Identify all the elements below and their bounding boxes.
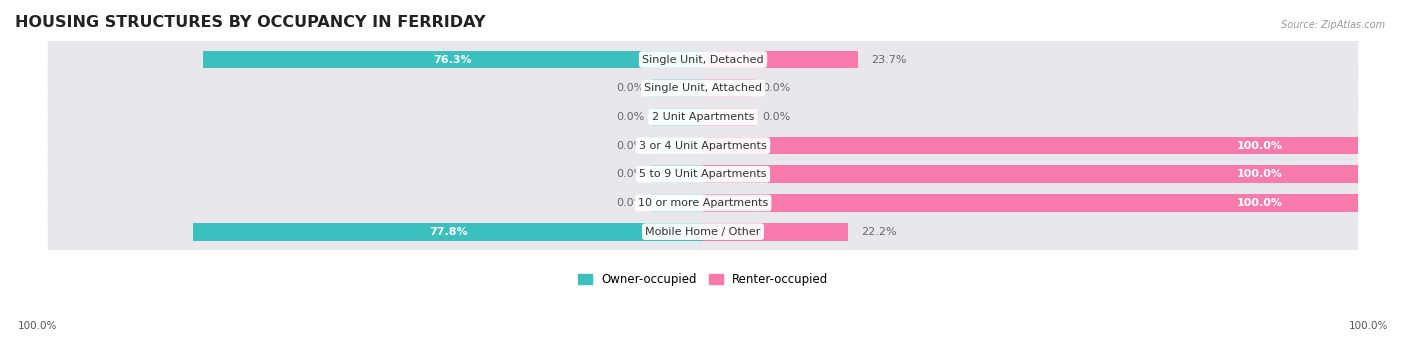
Text: 0.0%: 0.0%	[616, 83, 644, 93]
Text: 3 or 4 Unit Apartments: 3 or 4 Unit Apartments	[640, 140, 766, 151]
Text: 76.3%: 76.3%	[433, 55, 472, 64]
Text: 100.0%: 100.0%	[1348, 321, 1388, 331]
Text: Single Unit, Detached: Single Unit, Detached	[643, 55, 763, 64]
Text: 22.2%: 22.2%	[862, 227, 897, 237]
Bar	[651, 137, 703, 154]
FancyBboxPatch shape	[48, 161, 1358, 302]
Text: 10 or more Apartments: 10 or more Apartments	[638, 198, 768, 208]
Text: 0.0%: 0.0%	[616, 198, 644, 208]
Bar	[202, 51, 703, 69]
Bar	[703, 194, 1358, 212]
Bar	[703, 79, 755, 97]
Text: 0.0%: 0.0%	[762, 112, 790, 122]
Text: 100.0%: 100.0%	[1237, 140, 1282, 151]
Bar	[703, 108, 755, 126]
Bar	[193, 223, 703, 240]
Text: 100.0%: 100.0%	[18, 321, 58, 331]
Text: 77.8%: 77.8%	[429, 227, 467, 237]
Text: 5 to 9 Unit Apartments: 5 to 9 Unit Apartments	[640, 169, 766, 179]
Text: Mobile Home / Other: Mobile Home / Other	[645, 227, 761, 237]
Text: 0.0%: 0.0%	[616, 169, 644, 179]
Bar	[703, 51, 858, 69]
FancyBboxPatch shape	[48, 46, 1358, 188]
Text: 100.0%: 100.0%	[1237, 198, 1282, 208]
Text: 0.0%: 0.0%	[762, 83, 790, 93]
Bar	[651, 108, 703, 126]
FancyBboxPatch shape	[48, 103, 1358, 245]
Text: 0.0%: 0.0%	[616, 140, 644, 151]
Text: 100.0%: 100.0%	[1237, 169, 1282, 179]
Text: 0.0%: 0.0%	[616, 112, 644, 122]
Bar	[651, 194, 703, 212]
FancyBboxPatch shape	[48, 75, 1358, 217]
Bar	[703, 137, 1358, 154]
Text: Single Unit, Attached: Single Unit, Attached	[644, 83, 762, 93]
Text: 23.7%: 23.7%	[872, 55, 907, 64]
Legend: Owner-occupied, Renter-occupied: Owner-occupied, Renter-occupied	[572, 268, 834, 291]
Bar	[651, 79, 703, 97]
Text: HOUSING STRUCTURES BY OCCUPANCY IN FERRIDAY: HOUSING STRUCTURES BY OCCUPANCY IN FERRI…	[15, 15, 485, 30]
Text: Source: ZipAtlas.com: Source: ZipAtlas.com	[1281, 20, 1385, 30]
Bar	[651, 165, 703, 183]
FancyBboxPatch shape	[48, 17, 1358, 159]
Bar	[703, 223, 848, 240]
Bar	[703, 165, 1358, 183]
FancyBboxPatch shape	[48, 0, 1358, 130]
Text: 2 Unit Apartments: 2 Unit Apartments	[652, 112, 754, 122]
FancyBboxPatch shape	[48, 132, 1358, 274]
